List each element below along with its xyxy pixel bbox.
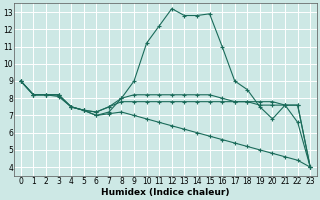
X-axis label: Humidex (Indice chaleur): Humidex (Indice chaleur) (101, 188, 230, 197)
